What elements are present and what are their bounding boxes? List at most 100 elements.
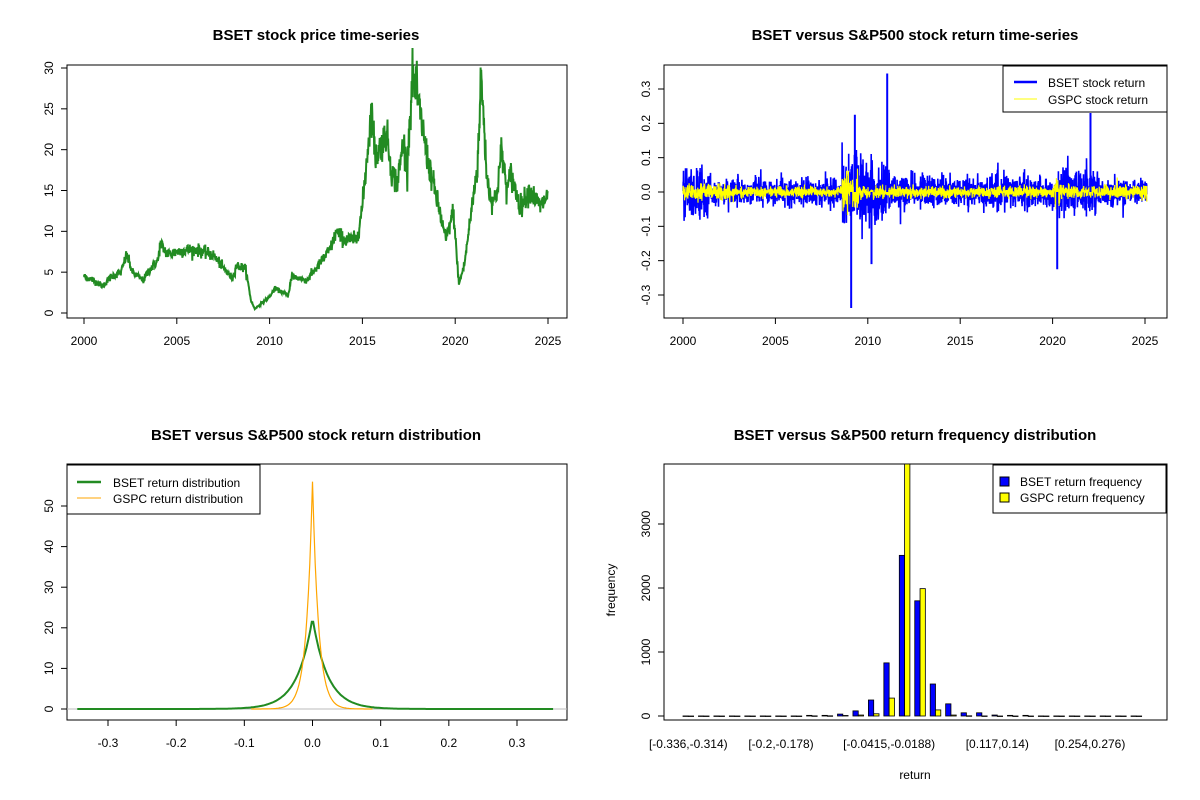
y-tick-label: 1000 (639, 638, 653, 665)
x-tick-label: 0.2 (440, 736, 457, 750)
gspc-freq-bar (734, 715, 741, 717)
legend-label: GSPC stock return (1048, 93, 1148, 107)
y-tick-label: 5 (42, 269, 56, 276)
bset-freq-bar (883, 662, 890, 717)
panel1-title: BSET stock price time-series (213, 27, 420, 44)
x-tick-label: 2020 (442, 334, 469, 348)
y-tick-label: 20 (42, 621, 56, 635)
gspc-freq-bar (1043, 715, 1050, 717)
gspc-freq-bar (950, 714, 957, 717)
legend-label: BSET stock return (1048, 76, 1145, 90)
bset-freq-bar (698, 715, 705, 717)
y-tick-label: 0.2 (639, 115, 653, 132)
bset-freq-bar (1099, 715, 1106, 717)
gspc-freq-bar (780, 715, 787, 717)
gspc-freq-bar (1120, 715, 1127, 717)
x-tick-label: [0.254,0.276) (1055, 737, 1126, 751)
x-tick-label: 2000 (71, 334, 98, 348)
panel3-title: BSET versus S&P500 stock return distribu… (151, 427, 481, 444)
legend-label: BSET return frequency (1020, 475, 1142, 489)
bset-freq-bar (790, 715, 797, 717)
gspc-freq-bar (981, 715, 988, 717)
gspc-freq-bar (904, 463, 911, 717)
gspc-freq-bar (857, 714, 864, 717)
x-tick-label: [-0.2,-0.178) (748, 737, 813, 751)
y-tick-label: 40 (42, 540, 56, 554)
panel4-title: BSET versus S&P500 return frequency dist… (734, 427, 1097, 444)
gspc-freq-bar (703, 715, 710, 717)
bset-freq-bar (728, 715, 736, 717)
gspc-freq-bar (1012, 715, 1019, 717)
x-tick-label: 2005 (762, 334, 789, 348)
gspc-freq-bar (842, 715, 849, 717)
bset-freq-bar (1084, 715, 1091, 717)
y-tick-label: 30 (42, 61, 56, 75)
y-tick-label: -0.2 (639, 250, 653, 271)
y-tick-label: 10 (42, 661, 56, 675)
x-tick-label: [-0.0415,-0.0188) (843, 737, 935, 751)
bset-freq-bar (929, 683, 936, 717)
y-tick-label: -0.1 (639, 216, 653, 237)
y-tick-label: 15 (42, 184, 56, 198)
bset-freq-bar (713, 715, 720, 717)
panel4-legend (992, 464, 1167, 514)
legend-swatch (999, 492, 1010, 503)
x-tick-label: 2010 (854, 334, 881, 348)
x-tick-label: 0.0 (304, 736, 321, 750)
legend-label: GSPC return frequency (1020, 491, 1145, 505)
x-tick-label: 0.3 (509, 736, 526, 750)
bset-freq-bar (852, 710, 859, 717)
y-tick-label: 0 (42, 309, 56, 316)
gspc-freq-bar (826, 715, 834, 717)
bset-freq-bar (976, 712, 983, 717)
y-tick-label: 10 (42, 224, 56, 238)
bset-freq-bar (1068, 715, 1075, 717)
panel4-frame (663, 463, 1168, 721)
bset-freq-bar (1022, 714, 1029, 717)
gspc-freq-bar (1089, 715, 1096, 717)
bset-freq-bar (759, 715, 766, 717)
x-tick-label: -0.1 (234, 736, 255, 750)
gspc-density-line (251, 481, 373, 710)
x-tick-label: 2010 (256, 334, 283, 348)
y-tick-label: 0.0 (639, 183, 653, 200)
gspc-freq-bar (1105, 715, 1112, 717)
y-tick-label: 50 (42, 499, 56, 513)
gspc-freq-bar (1074, 715, 1081, 717)
x-tick-label: [-0.336,-0.314) (649, 737, 728, 751)
bset-freq-bar (744, 715, 751, 717)
y-tick-label: 0 (42, 705, 56, 712)
bset-freq-bar (868, 699, 875, 717)
gspc-freq-bar (811, 715, 818, 717)
gspc-freq-bar (1135, 715, 1143, 717)
x-tick-label: 2025 (535, 334, 562, 348)
gspc-freq-bar (796, 715, 803, 717)
gspc-freq-bar (1027, 715, 1034, 717)
bset-freq-bar (914, 600, 921, 717)
gspc-freq-bar (718, 715, 725, 717)
x-tick-label: 2025 (1132, 334, 1159, 348)
y-tick-label: -0.3 (639, 284, 653, 305)
gspc-freq-bar (749, 715, 756, 717)
x-tick-label: [0.117,0.14) (966, 737, 1029, 751)
panel2-legend (1002, 65, 1168, 113)
panel3-legend (66, 464, 261, 515)
bset-price-line (83, 47, 549, 312)
bset-freq-bar (1130, 715, 1137, 717)
x-tick-label: 2015 (947, 334, 974, 348)
gspc-freq-bar (919, 588, 926, 717)
bset-freq-bar (1115, 715, 1122, 717)
x-tick-label: 2000 (670, 334, 697, 348)
bset-density-line (77, 620, 554, 710)
bset-freq-bar (682, 715, 689, 717)
y-tick-label: 0 (639, 712, 653, 719)
panel2-title: BSET versus S&P500 stock return time-ser… (752, 27, 1079, 44)
gspc-freq-bar (765, 715, 772, 717)
gspc-freq-bar (966, 715, 973, 717)
gspc-freq-bar (935, 709, 942, 717)
bset-freq-bar (1037, 715, 1045, 717)
bset-freq-bar (821, 714, 828, 717)
bset-freq-bar (1007, 714, 1014, 717)
x-tick-label: 2015 (349, 334, 376, 348)
y-tick-label: 25 (42, 102, 56, 116)
